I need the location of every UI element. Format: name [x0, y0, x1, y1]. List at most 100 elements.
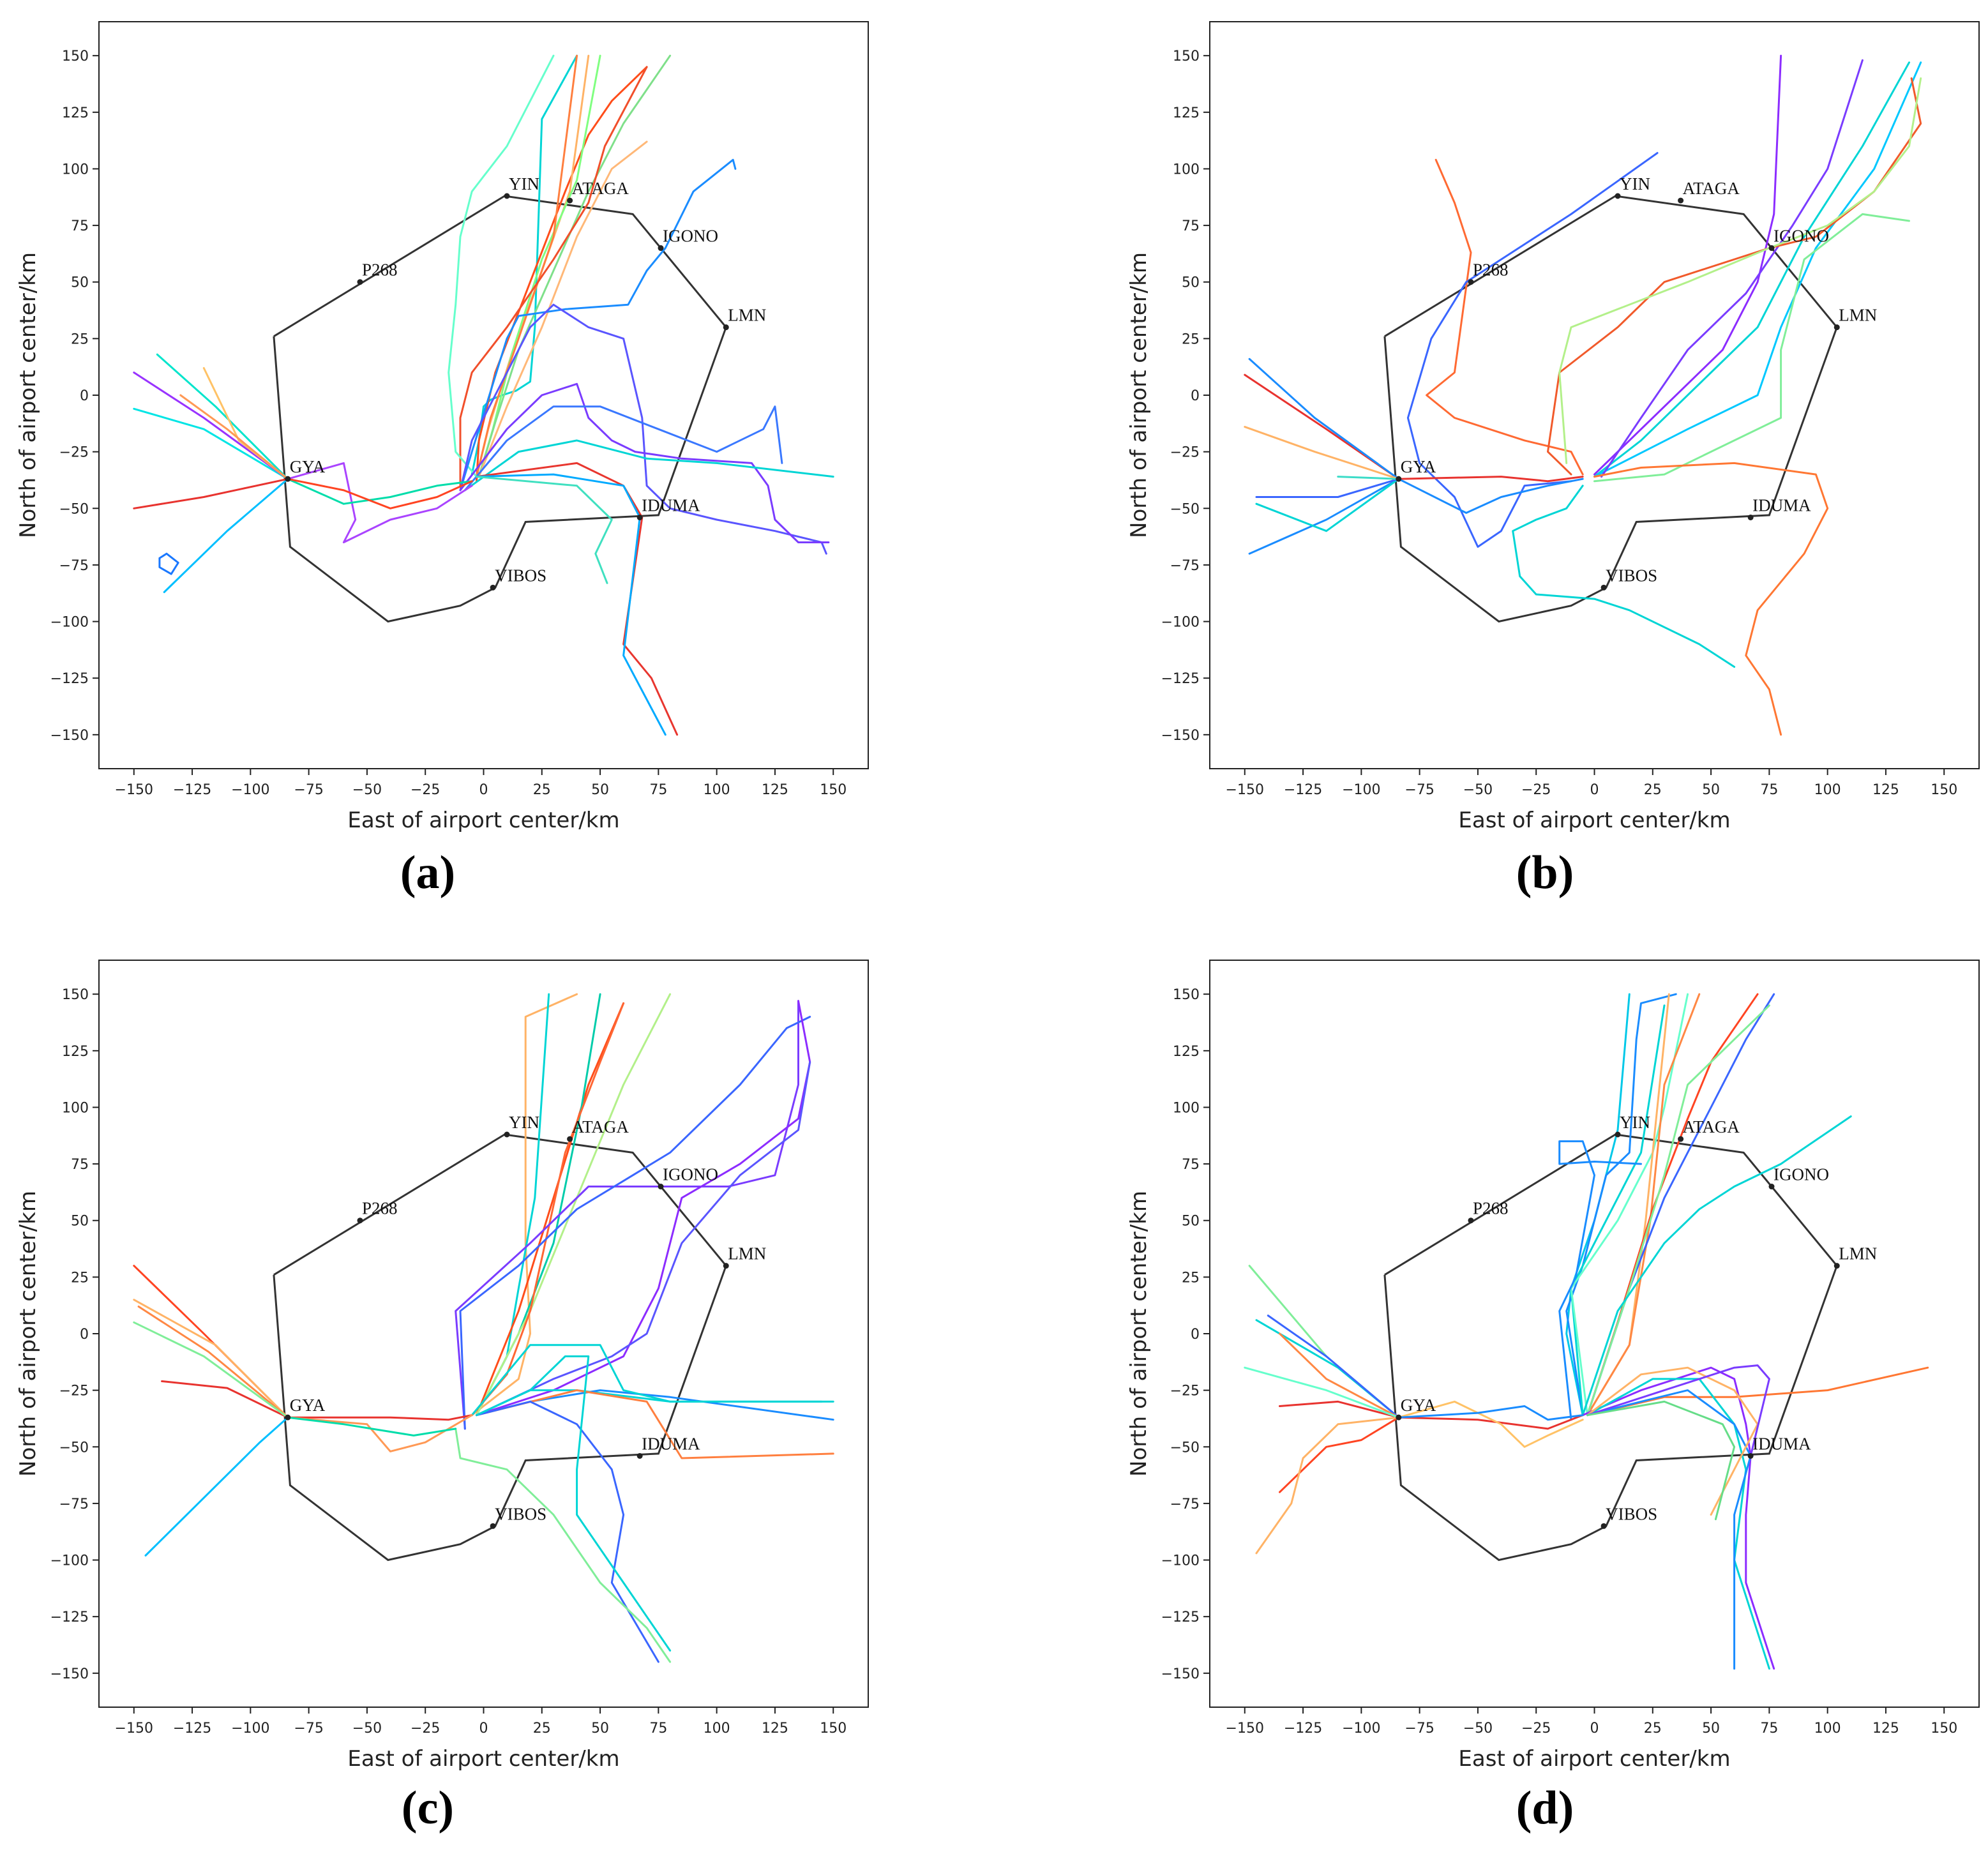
trajectory-t25 [287, 478, 473, 509]
trajectory-t24 [1267, 1315, 1400, 1419]
x-tick-label: 25 [533, 1721, 551, 1737]
y-tick-label: 150 [62, 49, 89, 64]
trajectory-t19 [1279, 1400, 1400, 1419]
y-tick-label: 100 [1173, 1100, 1200, 1116]
trajectory-t19 [1397, 478, 1584, 514]
trajectory-t3 [476, 1002, 625, 1417]
trajectory-t9 [478, 140, 648, 478]
waypoint-marker [1768, 1184, 1775, 1190]
waypoint-marker [1615, 1131, 1621, 1138]
trajectory-t24 [287, 1414, 473, 1421]
y-tick-label: 0 [1191, 388, 1200, 404]
plot-area [1210, 960, 1979, 1707]
y-tick-label: −25 [59, 1383, 89, 1399]
waypoint-marker [658, 1184, 664, 1190]
plot-frame [1209, 960, 1980, 1708]
y-tick-label: 0 [80, 388, 89, 404]
waypoint-marker [1678, 197, 1684, 204]
airspace-boundary [273, 1133, 728, 1562]
waypoint-label: VIBOS [1606, 1504, 1657, 1523]
waypoint-marker [1747, 514, 1754, 520]
y-tick-label: 0 [1191, 1327, 1200, 1343]
trajectory-t22 [137, 1306, 289, 1419]
y-tick-label: 100 [62, 1100, 89, 1116]
y-tick-label: 25 [71, 331, 89, 347]
waypoint-marker [504, 193, 510, 199]
trajectory-t3 [1570, 1004, 1666, 1417]
x-tick-label: −150 [115, 1721, 153, 1737]
y-tick-label: −75 [1170, 558, 1200, 574]
waypoint-marker [490, 1523, 496, 1529]
y-tick-label: −125 [50, 671, 89, 687]
x-tick-label: 0 [1590, 1721, 1599, 1737]
x-axis-label: East of airport center/km [347, 808, 619, 833]
x-tick-label: −50 [1463, 1721, 1493, 1737]
chart-b-svg: −150 −125 −100 −75 −50 −25 0 25 50 75 100 125 150 −15… [1126, 21, 1980, 833]
waypoint-marker [658, 245, 664, 252]
x-tick-label: −150 [1226, 782, 1264, 798]
x-tick-label: 125 [762, 1721, 788, 1737]
x-tick-label: 100 [1814, 1721, 1841, 1737]
waypoint-marker [723, 1263, 729, 1269]
trajectory-t1 [1565, 993, 1630, 1417]
trajectory-t7 [1547, 77, 1922, 476]
y-tick-label: −100 [1161, 615, 1200, 631]
y-tick-label: 0 [80, 1327, 89, 1343]
waypoint-marker [1747, 1452, 1754, 1459]
trajectory-t14 [463, 439, 834, 492]
waypoint-label: LMN [728, 306, 766, 325]
chart-panel-d: −150 −125 −100 −75 −50 −25 0 25 50 75 100 125 150 −15… [1111, 938, 1988, 1784]
trajectory-t17 [156, 353, 289, 480]
y-tick-label: −100 [1161, 1553, 1200, 1569]
x-tick-label: 50 [591, 782, 609, 798]
trajectory-t1 [1426, 158, 1584, 476]
y-tick-label: −150 [1161, 728, 1200, 744]
trajectory-t10 [1581, 1115, 1852, 1417]
trajectory-t15 [1244, 426, 1400, 480]
x-tick-label: 150 [1931, 1721, 1957, 1737]
y-tick-label: −100 [50, 1553, 89, 1569]
trajectory-t24 [287, 478, 473, 505]
trajectory-t25 [1279, 1332, 1400, 1419]
plot-area [99, 22, 868, 769]
x-tick-label: 50 [1702, 782, 1720, 798]
x-tick-label: 50 [1702, 1721, 1720, 1737]
y-tick-label: 25 [71, 1270, 89, 1286]
y-tick-label: 100 [1173, 162, 1200, 177]
trajectory-t5 [478, 54, 672, 478]
waypoint-label: IGONO [663, 227, 718, 246]
waypoint-marker [636, 514, 643, 520]
trajectory-t6 [476, 54, 578, 478]
y-tick-label: −50 [1170, 1440, 1200, 1456]
x-tick-label: −150 [1226, 1721, 1264, 1737]
y-tick-label: 75 [71, 1157, 89, 1173]
x-tick-label: 75 [1760, 782, 1778, 798]
y-tick-label: −25 [1170, 445, 1200, 461]
trajectory-t20 [1279, 1416, 1400, 1493]
chart-c-svg: −150 −125 −100 −75 −50 −25 0 25 50 75 100 125 150 −15… [15, 960, 869, 1772]
trajectory-t15 [1586, 1389, 1752, 1670]
trajectory-t10 [459, 158, 737, 492]
plot-frame [98, 21, 869, 769]
y-tick-label: 75 [1182, 1157, 1200, 1173]
trajectory-t26 [1244, 1366, 1400, 1419]
waypoint-marker [1396, 1414, 1402, 1421]
waypoint-marker [285, 1414, 291, 1421]
waypoint-label: IGONO [663, 1165, 718, 1184]
x-tick-label: 25 [533, 782, 551, 798]
x-tick-label: −25 [410, 782, 440, 798]
trajectory-t2 [476, 66, 648, 483]
trajectory-t17 [455, 1428, 672, 1663]
x-tick-label: −150 [115, 782, 153, 798]
trajectory-t11 [1558, 1140, 1642, 1421]
trajectory-t5 [1593, 61, 1922, 478]
trajectory-t17 [1255, 478, 1400, 498]
waypoint-label: GYA [290, 457, 326, 476]
y-tick-label: 50 [71, 1214, 89, 1230]
waypoint-label: YIN [1620, 174, 1650, 193]
chart-panel-c: −150 −125 −100 −75 −50 −25 0 25 50 75 100 125 150 −15… [0, 938, 894, 1784]
y-tick-label: −25 [59, 445, 89, 461]
y-tick-label: 150 [62, 987, 89, 1003]
x-tick-label: −50 [352, 782, 382, 798]
x-tick-label: −50 [1463, 782, 1493, 798]
